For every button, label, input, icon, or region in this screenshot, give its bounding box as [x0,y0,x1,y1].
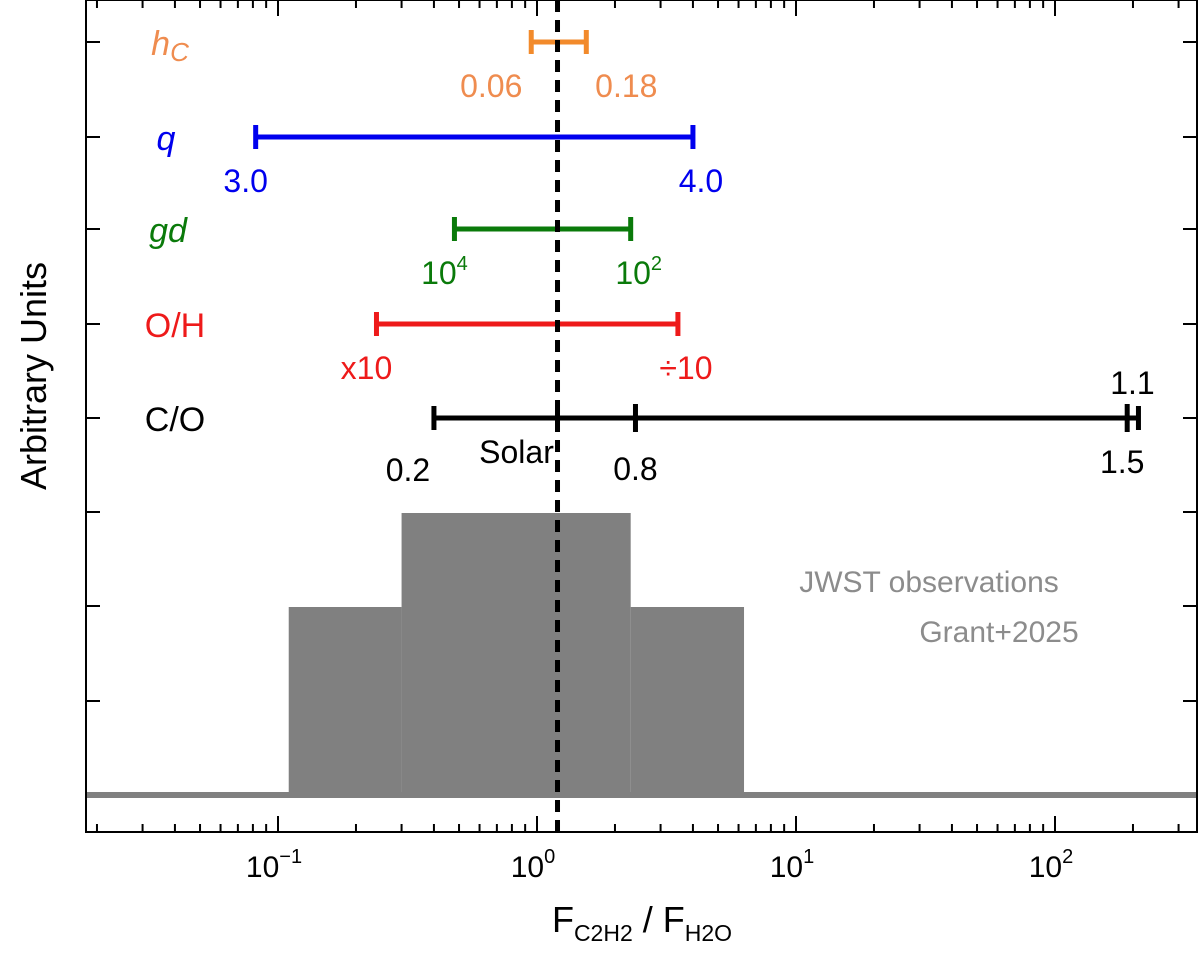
range-high-label: ÷10 [659,350,712,386]
histogram-bar-2 [630,607,745,795]
range-low-label: 3.0 [223,163,267,199]
range-gd: gd 104 102 [149,212,662,291]
y-axis-label: Arbitrary Units [13,262,54,490]
co-marker-label-1: 0.8 [613,451,657,487]
range-name: C/O [145,401,205,439]
co-marker-label-2: 1.5 [1100,444,1144,480]
range-low-label: x10 [341,350,393,386]
x-tick-label-3: 102 [1029,846,1074,884]
histogram-citation: Grant+2025 [919,616,1078,649]
x-axis-ticks: 10−1 100 101 102 [95,0,1180,884]
histogram [86,513,1197,798]
range-high-label: 4.0 [679,163,723,199]
range-low-label: 0.2 [386,452,430,488]
x-tick-label-0: 10−1 [246,846,302,884]
range-low-label: 0.06 [460,68,522,104]
x-axis-label: FC2H2 / FH2O [552,899,732,946]
co-marker-label-0: Solar [479,434,554,470]
y-axis-ticks [86,41,1197,702]
range-high-label: 1.1 [1110,365,1154,401]
plot-frame [85,0,1198,833]
range-name: O/H [145,307,205,345]
range-high-label: 0.18 [595,68,657,104]
histogram-bar-1 [401,513,631,795]
range-name: hC [151,25,189,67]
range-name: gd [149,212,188,250]
range-c-o: C/O 0.2 1.1 [145,365,1155,488]
range-hc: hC 0.06 0.18 [151,25,657,104]
x-tick-label-2: 101 [770,846,815,884]
range-o-h: O/H x10 ÷10 [145,307,713,386]
histogram-bar-0 [288,607,402,795]
range-low-label: 104 [421,253,468,291]
range-high-label: 102 [615,253,662,291]
range-name: q [157,120,176,158]
parameter-ranges: hC 0.06 0.18 q 3.0 4.0 gd 104 102 O/H x10 ÷10 C/O 0.2… [145,25,1155,488]
range-q: q 3.0 4.0 [157,120,724,199]
histogram-label: JWST observations [799,566,1059,599]
x-tick-label-1: 100 [511,846,556,884]
